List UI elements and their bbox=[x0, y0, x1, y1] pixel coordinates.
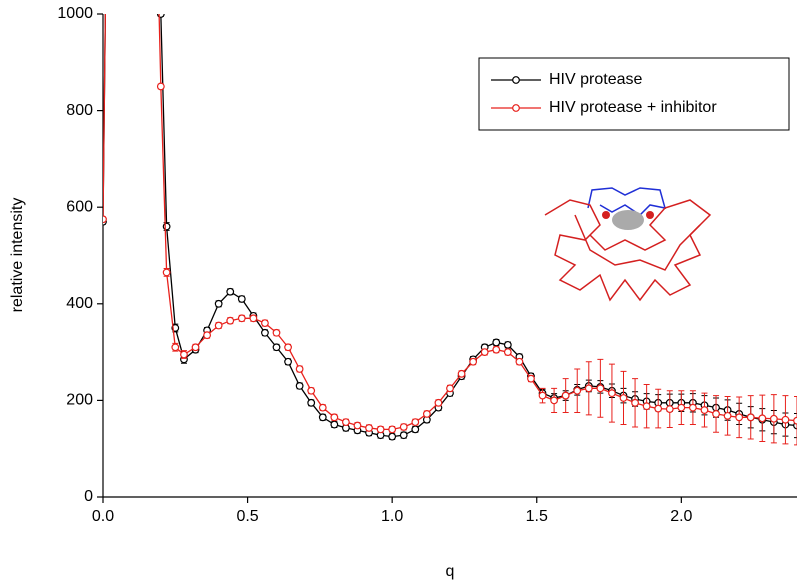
error-bar bbox=[794, 412, 797, 439]
data-point bbox=[330, 413, 339, 422]
data-point bbox=[446, 384, 454, 393]
data-point bbox=[492, 345, 501, 354]
data-point bbox=[608, 389, 616, 398]
data-point bbox=[561, 391, 570, 400]
data-point bbox=[162, 268, 171, 277]
data-point bbox=[434, 398, 443, 407]
y-axis-label: relative intensity bbox=[9, 198, 26, 313]
data-point bbox=[399, 431, 408, 440]
data-point bbox=[214, 321, 223, 330]
data-point bbox=[318, 413, 327, 422]
data-point bbox=[171, 343, 180, 352]
data-point bbox=[295, 365, 304, 373]
data-point bbox=[527, 374, 535, 383]
plot-area bbox=[103, 14, 797, 446]
data-point bbox=[584, 384, 593, 393]
data-point bbox=[758, 414, 767, 423]
x-tick-label: 2.0 bbox=[670, 508, 692, 525]
x-tick-label: 1.5 bbox=[526, 508, 548, 525]
data-point bbox=[261, 328, 269, 337]
data-point bbox=[307, 398, 316, 407]
data-point bbox=[261, 319, 269, 328]
x-tick-label: 0.0 bbox=[92, 508, 114, 525]
data-point bbox=[376, 425, 385, 434]
data-point bbox=[214, 299, 223, 308]
data-point bbox=[388, 425, 397, 434]
error-bar bbox=[794, 396, 797, 446]
data-point bbox=[399, 423, 408, 431]
data-point bbox=[677, 403, 686, 412]
x-axis-label: q bbox=[446, 563, 455, 580]
data-point bbox=[191, 343, 200, 352]
data-point bbox=[103, 215, 107, 224]
data-point bbox=[689, 403, 697, 412]
legend-label: HIV protease bbox=[549, 71, 642, 88]
data-point bbox=[295, 382, 304, 390]
data-point bbox=[411, 418, 420, 427]
y-tick-label: 600 bbox=[66, 198, 93, 215]
data-point bbox=[631, 398, 639, 407]
data-point bbox=[342, 418, 350, 427]
y-tick-label: 200 bbox=[66, 392, 93, 409]
data-point bbox=[503, 348, 512, 357]
legend-marker bbox=[512, 76, 520, 84]
data-point bbox=[284, 357, 292, 366]
data-point bbox=[180, 350, 188, 359]
data-point bbox=[457, 369, 466, 378]
data-point bbox=[226, 316, 235, 325]
data-point bbox=[642, 402, 651, 411]
data-point bbox=[388, 432, 397, 441]
data-point bbox=[353, 421, 362, 430]
data-point bbox=[469, 357, 478, 366]
data-point bbox=[573, 386, 582, 395]
data-point bbox=[156, 82, 165, 91]
data-point bbox=[723, 411, 732, 420]
data-point bbox=[226, 287, 235, 296]
data-point bbox=[665, 405, 674, 413]
data-point bbox=[619, 394, 628, 402]
data-point bbox=[515, 357, 524, 366]
data-point bbox=[237, 295, 246, 303]
data-point bbox=[793, 416, 797, 425]
data-point bbox=[700, 406, 709, 414]
data-point bbox=[746, 413, 755, 422]
protein-inset bbox=[544, 187, 712, 302]
data-point bbox=[237, 314, 246, 323]
data-point bbox=[284, 343, 292, 352]
data-point bbox=[735, 413, 744, 422]
data-point bbox=[249, 314, 258, 323]
legend-box bbox=[478, 57, 790, 131]
y-tick-label: 1000 bbox=[57, 5, 93, 22]
data-point bbox=[272, 343, 281, 352]
data-point bbox=[503, 340, 512, 349]
data-point bbox=[162, 222, 171, 231]
data-point bbox=[492, 338, 501, 347]
legend-marker bbox=[512, 104, 520, 112]
data-point bbox=[203, 331, 212, 340]
data-point bbox=[480, 348, 489, 357]
data-point bbox=[550, 396, 558, 405]
data-point bbox=[411, 425, 420, 434]
data-point bbox=[781, 415, 790, 424]
data-point bbox=[365, 424, 373, 432]
x-tick-label: 0.5 bbox=[236, 508, 258, 525]
data-point bbox=[596, 384, 605, 393]
y-tick-label: 0 bbox=[84, 488, 93, 505]
data-point bbox=[538, 391, 547, 400]
y-tick-label: 800 bbox=[66, 102, 93, 119]
data-point bbox=[769, 414, 778, 423]
data-point bbox=[712, 410, 720, 418]
data-point bbox=[307, 386, 316, 395]
data-point bbox=[422, 410, 431, 418]
legend-label: HIV protease + inhibitor bbox=[549, 99, 717, 116]
data-point bbox=[318, 403, 327, 412]
data-point bbox=[330, 420, 339, 429]
x-tick-label: 1.0 bbox=[381, 508, 403, 525]
data-point bbox=[654, 404, 663, 413]
data-point bbox=[272, 328, 281, 337]
y-tick-label: 400 bbox=[66, 295, 93, 312]
